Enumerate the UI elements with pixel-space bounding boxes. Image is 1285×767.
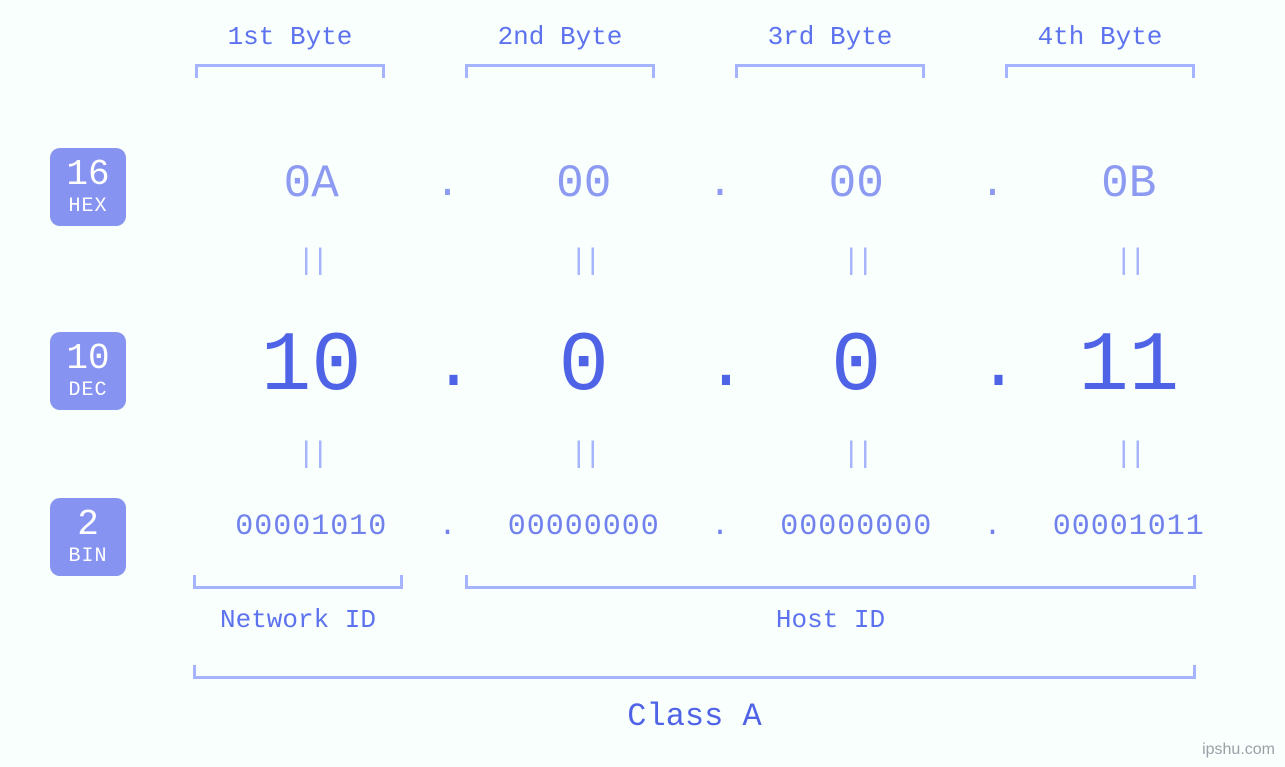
bracket-host-id xyxy=(465,575,1196,589)
label-host-id: Host ID xyxy=(465,605,1196,635)
byte-header-1: 1st Byte xyxy=(190,22,390,52)
hex-byte-2: 00 xyxy=(556,158,611,210)
hex-byte-1: 0A xyxy=(284,158,339,210)
equals-row-1: || || || || xyxy=(190,245,1250,279)
watermark: ipshu.com xyxy=(1202,741,1275,759)
dec-row: 10 . 0 . 0 . 11 xyxy=(190,320,1250,415)
bracket-top-4 xyxy=(1005,64,1195,78)
hex-dot-1: . xyxy=(435,160,460,208)
label-class: Class A xyxy=(193,698,1196,735)
bin-dot-2: . xyxy=(711,510,729,544)
bin-dot-3: . xyxy=(983,510,1001,544)
bracket-network-id xyxy=(193,575,403,589)
badge-hex-base: 16 xyxy=(66,157,109,193)
bin-byte-2: 00000000 xyxy=(508,510,660,544)
bin-byte-1: 00001010 xyxy=(235,510,387,544)
byte-header-3: 3rd Byte xyxy=(730,22,930,52)
equals-row-2: || || || || xyxy=(190,438,1250,472)
dec-byte-1: 10 xyxy=(261,320,362,415)
bin-row: 00001010 . 00000000 . 00000000 . 0000101… xyxy=(190,510,1250,544)
bracket-top-1 xyxy=(195,64,385,78)
eq2-1: || xyxy=(297,438,325,472)
byte-header-2: 2nd Byte xyxy=(460,22,660,52)
dec-byte-2: 0 xyxy=(559,320,609,415)
badge-bin-label: BIN xyxy=(68,545,107,568)
hex-row: 0A . 00 . 00 . 0B xyxy=(190,158,1250,210)
dec-byte-3: 0 xyxy=(831,320,881,415)
hex-dot-2: . xyxy=(707,160,732,208)
badge-dec-label: DEC xyxy=(68,379,107,402)
badge-dec-base: 10 xyxy=(66,341,109,377)
hex-byte-4: 0B xyxy=(1101,158,1156,210)
eq2-4: || xyxy=(1115,438,1143,472)
bracket-top-3 xyxy=(735,64,925,78)
badge-hex: 16 HEX xyxy=(50,148,126,226)
badge-hex-label: HEX xyxy=(68,195,107,218)
eq1-4: || xyxy=(1115,245,1143,279)
bin-byte-4: 00001011 xyxy=(1053,510,1205,544)
eq2-3: || xyxy=(842,438,870,472)
bracket-top-2 xyxy=(465,64,655,78)
eq1-1: || xyxy=(297,245,325,279)
eq2-2: || xyxy=(570,438,598,472)
bin-dot-1: . xyxy=(438,510,456,544)
badge-dec: 10 DEC xyxy=(50,332,126,410)
bin-byte-3: 00000000 xyxy=(780,510,932,544)
dec-byte-4: 11 xyxy=(1078,320,1179,415)
hex-dot-3: . xyxy=(980,160,1005,208)
label-network-id: Network ID xyxy=(193,605,403,635)
byte-header-4: 4th Byte xyxy=(1000,22,1200,52)
eq1-3: || xyxy=(842,245,870,279)
bracket-class xyxy=(193,665,1196,679)
badge-bin: 2 BIN xyxy=(50,498,126,576)
badge-bin-base: 2 xyxy=(77,507,99,543)
eq1-2: || xyxy=(570,245,598,279)
hex-byte-3: 00 xyxy=(829,158,884,210)
